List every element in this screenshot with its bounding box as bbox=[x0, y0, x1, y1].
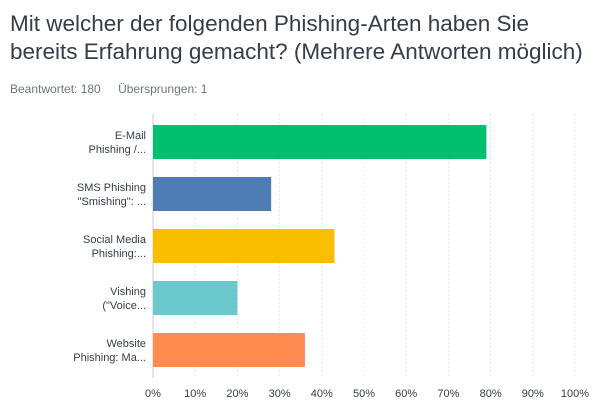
x-tick-label: 0% bbox=[145, 388, 161, 400]
x-tick-label: 70% bbox=[437, 388, 459, 400]
category-label: Website Phishing: Ma... bbox=[73, 338, 146, 364]
bar[interactable] bbox=[153, 229, 335, 263]
response-stats: Beantwortet: 180 Übersprungen: 1 bbox=[10, 82, 221, 96]
category-label: Vishing ("Voice... bbox=[102, 286, 146, 312]
x-axis-tick-labels: 0% 10% 20% 30% 40% 50% 60% 70% 80% 90% 100% bbox=[145, 388, 589, 400]
x-tick-label: 10% bbox=[184, 388, 206, 400]
category-label: Social Media Phishing:... bbox=[83, 234, 147, 260]
x-tick-label: 40% bbox=[311, 388, 333, 400]
skipped-count: Übersprungen: 1 bbox=[118, 82, 208, 96]
category-label: E-Mail Phishing /... bbox=[89, 130, 146, 156]
bars bbox=[153, 125, 487, 367]
answered-count: Beantwortet: 180 bbox=[10, 82, 101, 96]
bar[interactable] bbox=[153, 125, 487, 159]
question-title: Mit welcher der folgenden Phishing-Arten… bbox=[10, 11, 583, 64]
x-tick-label: 100% bbox=[561, 388, 589, 400]
bar[interactable] bbox=[153, 333, 305, 367]
x-tick-label: 60% bbox=[395, 388, 417, 400]
x-tick-label: 20% bbox=[226, 388, 248, 400]
x-tick-label: 90% bbox=[522, 388, 544, 400]
bar[interactable] bbox=[153, 177, 272, 211]
x-tick-label: 30% bbox=[269, 388, 291, 400]
category-labels: E-Mail Phishing /... SMS Phishing "Smishing… bbox=[73, 130, 147, 364]
x-tick-label: 80% bbox=[480, 388, 502, 400]
x-tick-label: 50% bbox=[353, 388, 375, 400]
category-label: SMS Phishing "Smishing": ... bbox=[77, 182, 146, 208]
bar[interactable] bbox=[153, 281, 238, 315]
